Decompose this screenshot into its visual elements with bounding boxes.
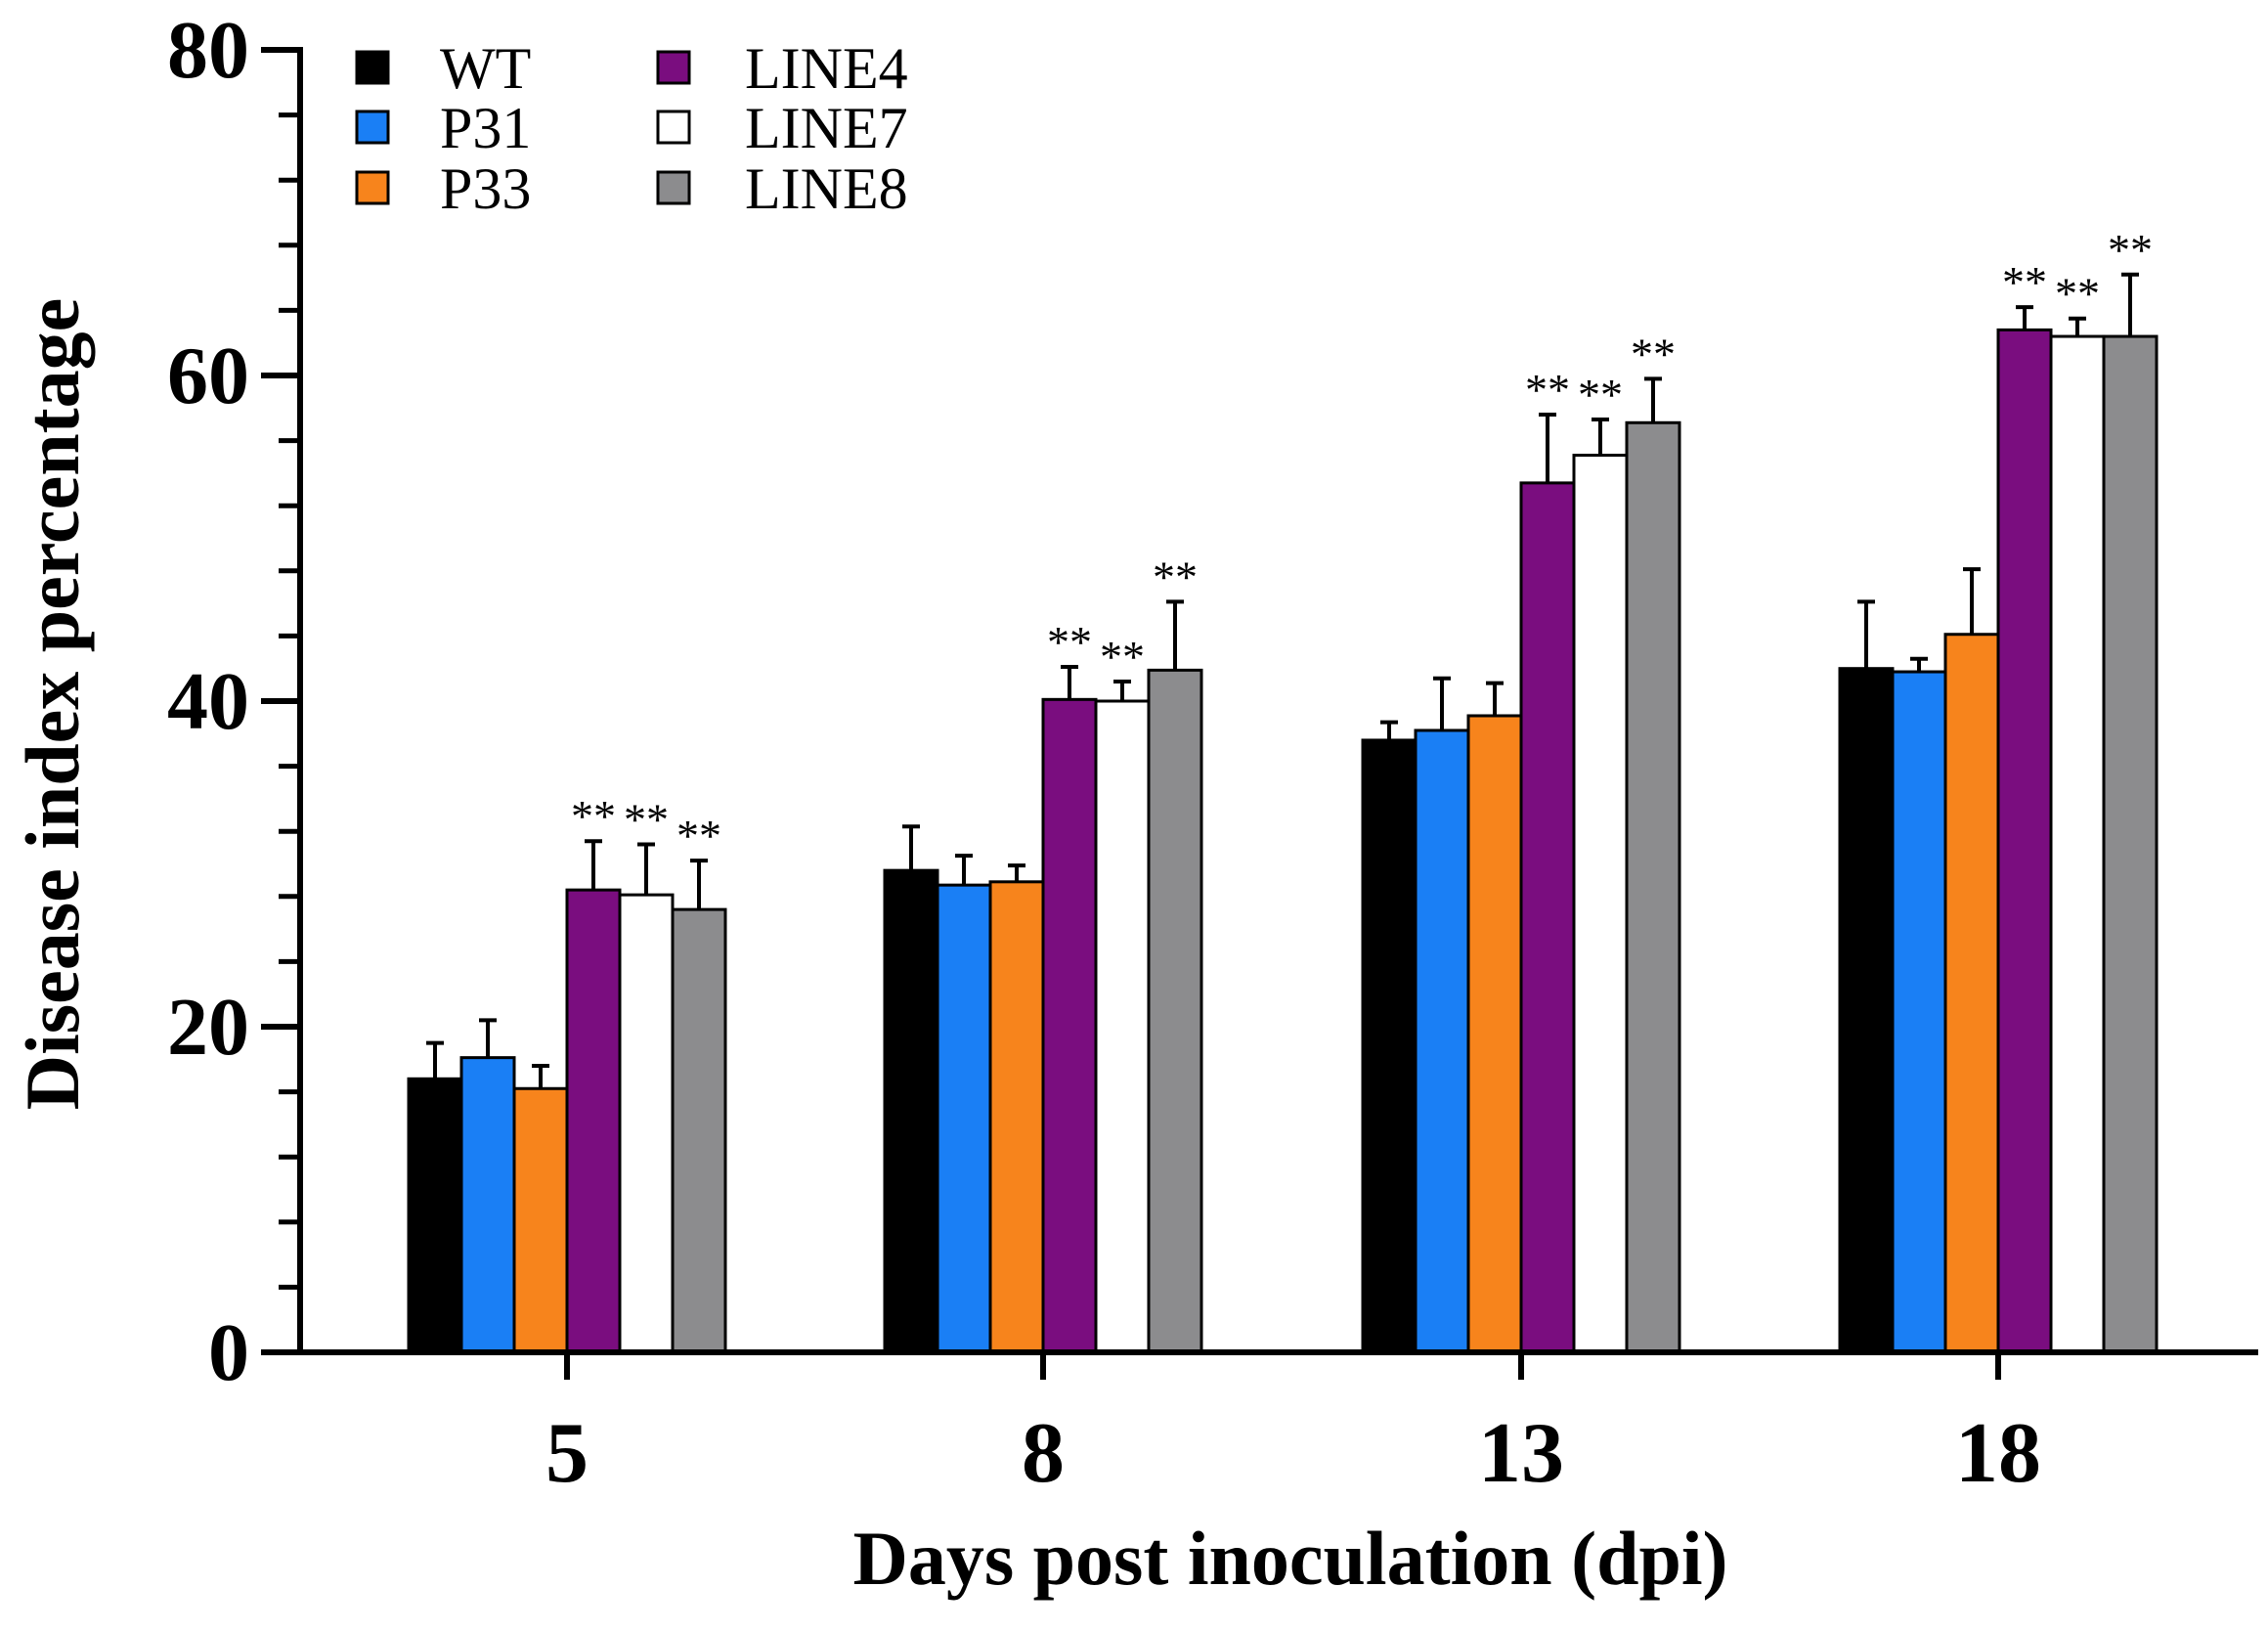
bar-wt-8 [883,868,939,1354]
x-tick-label: 8 [1022,1406,1065,1501]
significance-label: ** [1047,617,1092,667]
bar-line4-18 [1996,328,2053,1354]
legend-swatch-line8 [656,170,691,205]
significance-label: ** [624,795,669,845]
bar-line7-13 [1572,454,1629,1354]
bar-line8-5 [671,907,727,1354]
y-tick-label: 60 [167,331,249,421]
significance-label: ** [2108,225,2153,275]
bar-wt-5 [407,1077,463,1354]
significance-label: ** [1153,551,1198,601]
legend-label-p33: P33 [440,156,531,221]
significance-label: ** [1578,370,1623,419]
y-axis-ticks: 0 20 40 60 80 [167,5,300,1398]
bar-line8-8 [1147,668,1203,1354]
y-tick-label: 40 [167,656,249,747]
bar-line4-13 [1519,481,1576,1354]
legend-label-wt: WT [440,36,531,101]
significance-label: ** [2055,269,2100,319]
significance-label: ** [2002,257,2047,307]
bar-p31-18 [1891,670,1947,1354]
y-tick-label: 0 [208,1307,249,1398]
significance-label: ** [676,811,721,860]
bar-line8-18 [2102,334,2159,1354]
legend-label-line4: LINE4 [745,36,908,101]
y-tick-label: 80 [167,5,249,96]
bar-line7-8 [1094,699,1151,1354]
x-axis-ticks: 5 8 13 18 [545,1352,2041,1501]
bar-line4-8 [1041,697,1098,1354]
x-axis-title: Days post inoculation (dpi) [852,1516,1727,1601]
x-tick-label: 18 [1955,1406,2041,1501]
bar-p31-8 [936,883,992,1354]
significance-label: ** [571,791,616,841]
legend-swatch-p33 [355,170,390,205]
x-tick-label: 5 [545,1406,589,1501]
legend-swatch-line7 [656,110,691,145]
bar-p31-5 [459,1056,516,1354]
bar-groups: ** ** **** ****** ****** **** [407,225,2159,1354]
significance-label: ** [1100,632,1145,682]
bar-line8-13 [1625,420,1681,1354]
x-tick-label: 13 [1478,1406,1564,1501]
bar-wt-18 [1838,667,1895,1354]
bar-line7-5 [618,893,675,1354]
legend-label-p31: P31 [440,96,531,160]
bar-wt-13 [1361,738,1418,1354]
bar-p33-8 [988,880,1045,1354]
bar-p33-13 [1466,714,1523,1354]
significance-label: ** [1631,329,1676,378]
y-tick-label: 20 [167,982,249,1073]
y-axis-title: Disease index percentage [10,298,95,1110]
bar-p31-13 [1414,728,1470,1354]
bar-p33-5 [512,1086,569,1354]
legend-label-line8: LINE8 [745,156,908,221]
legend-swatch-line4 [656,50,691,85]
bar-line4-5 [565,888,622,1354]
bar-line7-18 [2049,334,2106,1354]
legend-swatch-p31 [355,110,390,145]
legend-swatch-wt [355,50,390,85]
significance-label: ** [1525,365,1570,415]
legend-label-line7: LINE7 [745,96,908,160]
bar-p33-18 [1943,633,2000,1354]
